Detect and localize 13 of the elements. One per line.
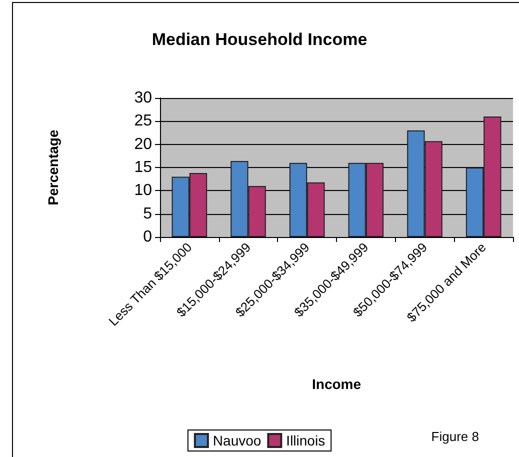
y-tick-label: 5 — [143, 205, 152, 222]
chart-title: Median Household Income — [152, 30, 368, 49]
legend-label: Nauvoo — [212, 432, 262, 448]
x-axis-title: Income — [312, 376, 362, 392]
legend-label: Illinois — [286, 432, 326, 448]
caption: Figure 8 — [431, 429, 480, 444]
y-tick-label: 25 — [134, 112, 152, 130]
y-tick-label: 15 — [134, 159, 152, 176]
y-axis-title: Percentage — [45, 130, 61, 206]
y-tick-label: 0 — [143, 228, 152, 246]
y-tick-label: 30 — [134, 90, 152, 106]
y-tick-label: 20 — [134, 136, 152, 153]
y-tick-label: 10 — [134, 182, 152, 200]
